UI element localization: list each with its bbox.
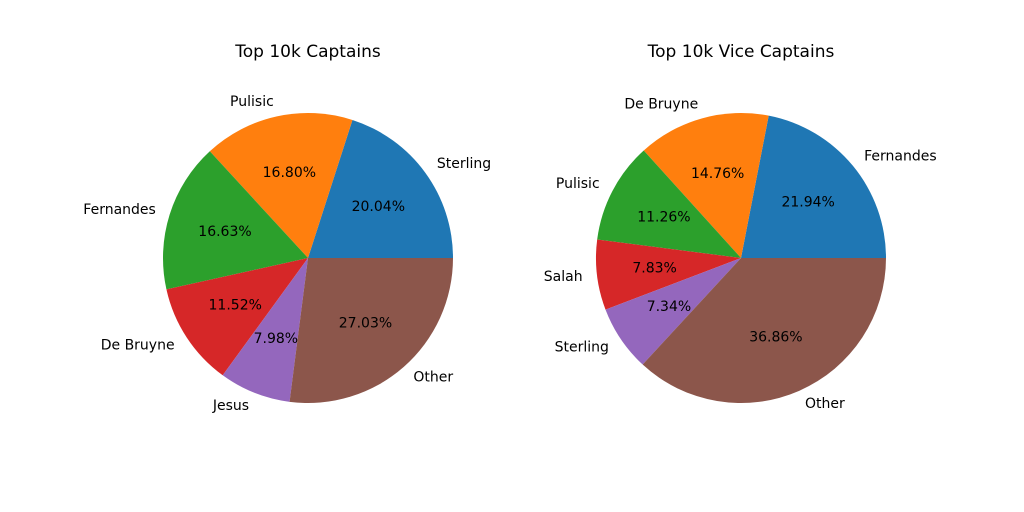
slice-label-sterling: Sterling <box>437 156 491 172</box>
chart-title: Top 10k Captains <box>234 42 381 62</box>
pie-slices <box>162 112 453 403</box>
pie-slice-de-bruyne <box>643 113 769 258</box>
slice-label-salah: Salah <box>544 269 583 285</box>
pie-slice-jesus <box>222 258 308 402</box>
slice-percent-salah: 7.83% <box>632 260 676 276</box>
slice-percent-other: 36.86% <box>749 330 802 346</box>
captains-pie-chart: Top 10k Captains Sterling 20.04% Pulisic 16… <box>83 42 491 414</box>
pie-slices <box>595 113 887 404</box>
chart-title: Top 10k Vice Captains <box>647 42 835 62</box>
slice-label-pulisic: Pulisic <box>230 94 274 110</box>
slice-percent-pulisic: 16.80% <box>263 165 316 181</box>
slice-percent-sterling: 20.04% <box>352 199 405 215</box>
pie-slice-sterling <box>605 258 741 365</box>
pie-slice-other <box>289 258 453 403</box>
slice-percent-other: 27.03% <box>339 315 392 331</box>
pie-slice-pulisic <box>597 150 741 258</box>
slice-label-de-bruyne: De Bruyne <box>101 337 175 353</box>
pie-labels: Sterling 20.04% Pulisic 16.80% Fernandes 16.6… <box>83 94 491 414</box>
pie-slice-sterling <box>308 119 453 258</box>
slice-label-fernandes: Fernandes <box>83 202 156 218</box>
pie-slice-other <box>642 258 887 404</box>
slice-percent-pulisic: 11.26% <box>637 210 690 226</box>
pie-slice-de-bruyne <box>166 258 308 376</box>
slice-label-other: Other <box>413 370 453 386</box>
slice-percent-sterling: 7.34% <box>647 299 691 315</box>
slice-percent-fernandes: 21.94% <box>781 195 834 211</box>
slice-label-pulisic: Pulisic <box>556 176 600 192</box>
slice-percent-jesus: 7.98% <box>254 331 298 347</box>
pie-slice-fernandes <box>741 115 886 258</box>
vice-captains-pie-chart: Top 10k Vice Captains Fernandes 21.94% De … <box>544 42 937 412</box>
slice-label-fernandes: Fernandes <box>864 149 937 165</box>
slice-percent-de-bruyne: 11.52% <box>209 298 262 314</box>
pie-slice-salah <box>595 239 741 310</box>
slice-label-jesus: Jesus <box>212 398 249 414</box>
pie-slice-fernandes <box>162 151 308 290</box>
slice-label-sterling: Sterling <box>555 339 609 355</box>
pie-slice-pulisic <box>209 112 353 258</box>
slice-percent-de-bruyne: 14.76% <box>691 166 744 182</box>
pie-labels: Fernandes 21.94% De Bruyne 14.76% Pulisic 11.… <box>544 96 937 412</box>
slice-label-de-bruyne: De Bruyne <box>624 96 698 112</box>
slice-label-other: Other <box>805 396 845 412</box>
slice-percent-fernandes: 16.63% <box>198 224 251 240</box>
